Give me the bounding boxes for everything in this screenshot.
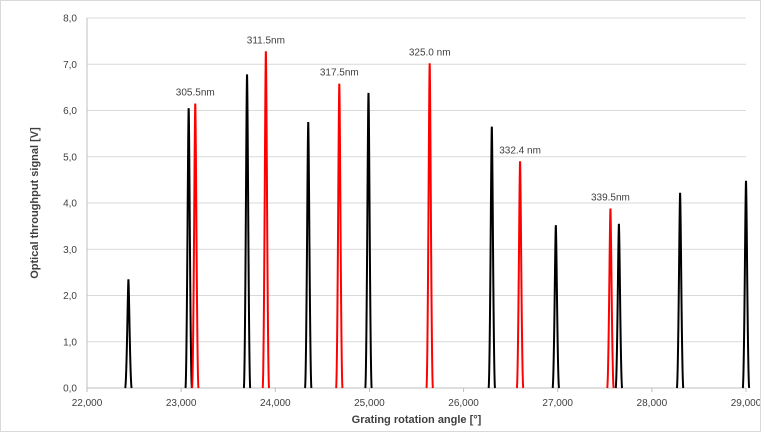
wavelength-label: 311.5nm [247, 35, 285, 46]
peak-labels: 305.5nm 311.5nm 317.5nm 325.0 nm 332.4 nm 339… [176, 35, 630, 203]
peak-red [606, 208, 615, 389]
axes: 0,0 1,0 2,0 3,0 4,0 5,0 6,0 7,0 8,0 22,000 23,000 2… [63, 14, 760, 410]
peak-black [242, 74, 252, 389]
x-tick-label: 26,000 [448, 398, 479, 409]
y-tick-label: 2,0 [63, 291, 77, 302]
y-tick-label: 7,0 [63, 60, 77, 71]
peak-black [551, 225, 561, 389]
wavelength-label: 332.4 nm [499, 145, 541, 156]
peak-black [184, 108, 193, 389]
peak-black [675, 192, 685, 389]
wavelength-label: 317.5nm [320, 68, 359, 79]
x-axis-title: Grating rotation angle [°] [352, 414, 482, 426]
peak-red [191, 103, 200, 389]
x-tick-label: 29,000 [731, 398, 760, 409]
gridlines [87, 17, 746, 343]
wavelength-label: 325.0 nm [409, 47, 451, 58]
peak-black [487, 126, 497, 389]
x-tick-label: 24,000 [260, 398, 291, 409]
peak-black [741, 180, 751, 389]
y-tick-label: 8,0 [63, 14, 77, 25]
y-axis-title: Optical throughput signal [V] [29, 127, 41, 279]
peak-red [261, 51, 271, 389]
peak-red [515, 161, 525, 389]
y-tick-label: 5,0 [63, 152, 77, 163]
peak-black [364, 92, 373, 389]
x-tick-label: 23,000 [166, 398, 197, 409]
peak-red [425, 63, 434, 389]
y-tick-label: 6,0 [63, 106, 77, 117]
peak-black [614, 223, 624, 389]
x-tick-label: 25,000 [354, 398, 385, 409]
peaks [124, 51, 751, 389]
x-tick-label: 22,000 [72, 398, 103, 409]
wavelength-label: 339.5nm [591, 193, 630, 204]
peak-red [335, 83, 344, 389]
wavelength-label: 305.5nm [176, 88, 215, 99]
y-tick-label: 4,0 [63, 199, 77, 210]
peak-black [124, 279, 133, 389]
y-tick-label: 1,0 [63, 337, 77, 348]
y-tick-label: 3,0 [63, 245, 77, 256]
x-tick-label: 27,000 [542, 398, 573, 409]
peak-black [304, 121, 313, 389]
x-tick-label: 28,000 [637, 398, 668, 409]
y-tick-label: 0,0 [63, 384, 77, 395]
